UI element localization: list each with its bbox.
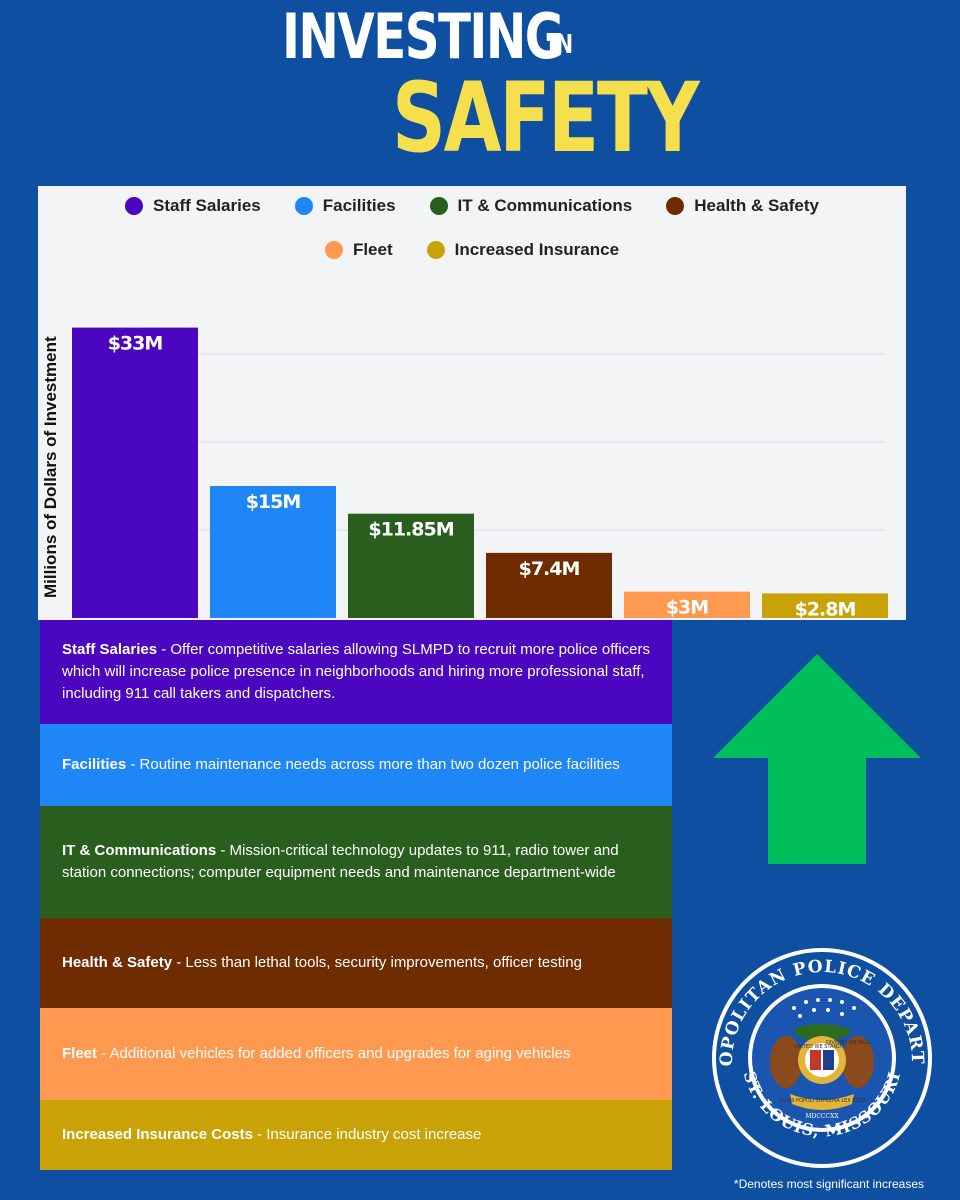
legend-label: Health & Safety bbox=[694, 196, 819, 215]
description-title: Staff Salaries bbox=[62, 641, 158, 658]
bar bbox=[486, 552, 612, 618]
legend-row-1: Staff Salaries Facilities IT & Communicati… bbox=[38, 194, 906, 218]
description-text: IT & Communications - Mission-critical t… bbox=[62, 840, 650, 884]
bar-data-label: $2.8M bbox=[795, 598, 856, 620]
legend-label: Fleet bbox=[352, 240, 393, 259]
legend-item: Health & Safety bbox=[666, 194, 819, 218]
description-text: Fleet - Additional vehicles for added of… bbox=[62, 1043, 570, 1065]
legend-swatch bbox=[324, 241, 343, 259]
description-text: Health & Safety - Less than lethal tools… bbox=[62, 952, 582, 974]
seal-banner-left: UNITED WE STAND bbox=[794, 1044, 841, 1050]
bar bbox=[348, 513, 474, 618]
bar-data-label: $33M bbox=[108, 333, 163, 355]
bar-data-label: $11.85M bbox=[368, 519, 453, 541]
legend-swatch bbox=[294, 197, 313, 215]
bar-chart: $33M $15M $11.85M $7.4M $3M $2.8M bbox=[72, 327, 888, 620]
description-title: Facilities bbox=[62, 756, 127, 773]
description-body: - Mission-critical technology updates to… bbox=[62, 842, 619, 881]
legend-label: IT & Communications bbox=[457, 196, 633, 215]
description-title: Increased Insurance Costs bbox=[62, 1126, 253, 1143]
description-block: Health & Safety - Less than lethal tools… bbox=[40, 918, 672, 1008]
bar bbox=[762, 593, 888, 618]
description-block: Staff Salaries - Offer competitive salar… bbox=[40, 620, 672, 724]
description-block: Fleet - Additional vehicles for added of… bbox=[40, 1008, 672, 1100]
description-body: - Less than lethal tools, security impro… bbox=[172, 954, 582, 971]
legend-label: Facilities bbox=[322, 196, 396, 215]
description-text: Staff Salaries - Offer competitive salar… bbox=[62, 639, 650, 705]
bar bbox=[624, 591, 750, 618]
bar-data-label: $15M bbox=[246, 491, 301, 513]
description-body: - Offer competitive salaries allowing SL… bbox=[62, 641, 651, 702]
legend-row-2: Fleet Increased Insurance bbox=[38, 238, 906, 262]
description-title: Fleet bbox=[62, 1045, 98, 1062]
description-body: - Routine maintenance needs across more … bbox=[126, 756, 620, 773]
title-in: IN bbox=[548, 30, 574, 60]
legend-swatch bbox=[125, 197, 144, 215]
description-text: Facilities - Routine maintenance needs a… bbox=[62, 754, 620, 776]
y-axis-label: Millions of Dollars of Investment bbox=[41, 336, 60, 598]
legend-item: Facilities bbox=[294, 194, 396, 218]
legend-label: Increased Insurance bbox=[454, 240, 620, 259]
police-seal-logo: METROPOLITAN POLICE DEPARTMENT ST. LOUIS… bbox=[702, 944, 932, 1168]
seal-year: MDCCCXX bbox=[805, 1113, 839, 1120]
seal-banner-right: DIVIDED WE FALL bbox=[826, 1040, 870, 1046]
bar bbox=[210, 486, 336, 618]
description-block: IT & Communications - Mission-critical t… bbox=[40, 806, 672, 918]
legend-item: IT & Communications bbox=[429, 194, 633, 218]
description-stack: Staff Salaries - Offer competitive salar… bbox=[40, 620, 672, 1170]
up-arrow-icon bbox=[713, 654, 921, 864]
chart-legend: Staff Salaries Facilities IT & Communicati… bbox=[38, 186, 906, 276]
legend-swatch bbox=[429, 197, 448, 215]
legend-swatch bbox=[666, 197, 685, 215]
description-title: Health & Safety bbox=[62, 954, 173, 971]
bar bbox=[72, 327, 198, 618]
description-body: - Additional vehicles for added officers… bbox=[97, 1045, 571, 1062]
title-safety: SAFETY bbox=[392, 62, 700, 174]
bar-data-label: $7.4M bbox=[519, 558, 580, 580]
description-block: Facilities - Routine maintenance needs a… bbox=[40, 724, 672, 806]
footnote: *Denotes most significant increases bbox=[733, 1177, 924, 1191]
legend-swatch bbox=[426, 241, 445, 259]
bar-data-label: $3M bbox=[666, 597, 708, 619]
legend-item: Fleet bbox=[324, 238, 393, 262]
legend-item: Increased Insurance bbox=[426, 238, 620, 262]
seal-motto: SALUS POPULI SUPREMA LEX ESTO bbox=[778, 1098, 865, 1104]
title-block: INVESTING IN SAFETY bbox=[0, 0, 960, 180]
legend-item: Staff Salaries bbox=[125, 194, 261, 218]
description-block: Increased Insurance Costs - Insurance in… bbox=[40, 1100, 672, 1170]
title-investing: INVESTING bbox=[282, 0, 564, 73]
description-title: IT & Communications bbox=[62, 842, 217, 859]
description-body: - Insurance industry cost increase bbox=[252, 1126, 482, 1143]
description-text: Increased Insurance Costs - Insurance in… bbox=[62, 1124, 481, 1146]
legend-label: Staff Salaries bbox=[153, 196, 261, 215]
